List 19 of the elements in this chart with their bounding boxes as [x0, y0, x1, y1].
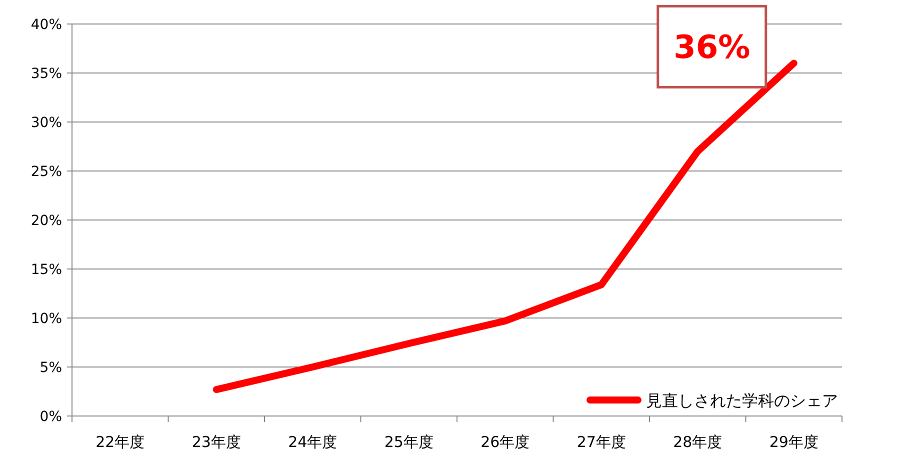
y-tick-label: 5%: [40, 360, 62, 376]
x-tick-label: 23年度: [192, 433, 241, 451]
x-tick-label: 22年度: [96, 433, 145, 451]
x-tick-label: 29年度: [769, 433, 818, 451]
y-tick-label: 15%: [30, 262, 62, 278]
y-tick-label: 10%: [30, 311, 62, 327]
y-tick-label: 40%: [30, 17, 62, 33]
y-tick-label: 30%: [30, 115, 62, 131]
annotation: 36%: [674, 28, 750, 66]
y-tick-label: 0%: [40, 409, 62, 425]
x-tick-label: 24年度: [288, 433, 338, 451]
x-tick-label: 26年度: [480, 433, 530, 451]
y-tick-label: 35%: [30, 66, 62, 82]
x-tick-label: 25年度: [384, 433, 434, 451]
x-tick-label: 27年度: [576, 433, 626, 451]
y-tick-label: 20%: [30, 213, 62, 229]
legend-label: 見直しされた学科のシェア: [646, 391, 838, 410]
y-tick-label: 25%: [30, 164, 62, 180]
x-tick-label: 28年度: [673, 433, 722, 451]
